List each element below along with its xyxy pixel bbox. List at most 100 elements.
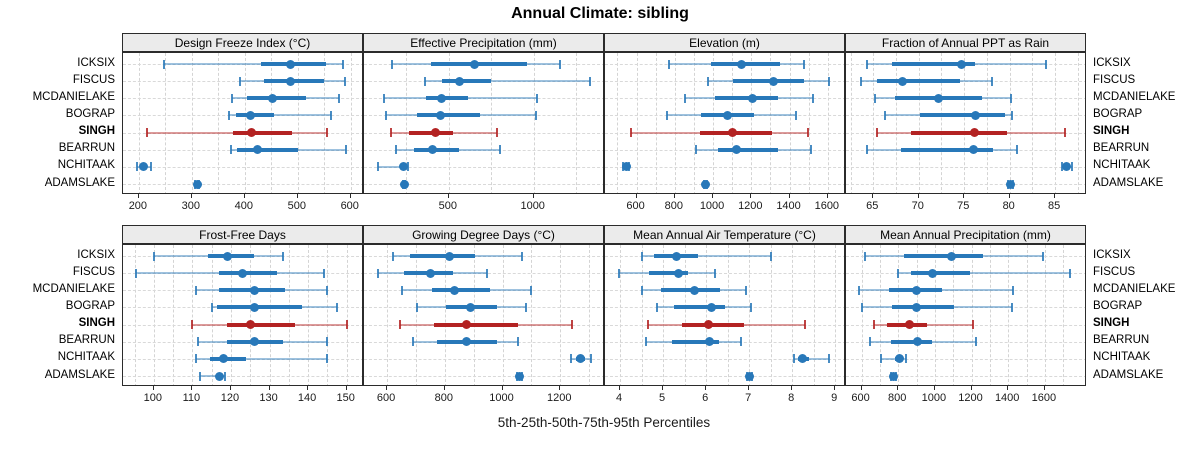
- median-dot-bograp: [970, 110, 980, 120]
- site-label-right-fiscus-row1: FISCUS: [1093, 265, 1136, 278]
- median-dot-bograp: [466, 302, 475, 312]
- gridline-vertical: [138, 53, 140, 193]
- median-dot-bearrun: [428, 145, 438, 155]
- median-dot-mcdanielake: [437, 93, 447, 103]
- whisker-cap: [376, 162, 379, 172]
- gridline-horizontal: [364, 98, 603, 100]
- gridline-horizontal: [846, 290, 1085, 292]
- gridline-vertical: [191, 53, 193, 193]
- median-dot-icksix: [736, 59, 746, 69]
- median-dot-singh: [245, 320, 255, 330]
- axis-tick-label: 100: [143, 392, 163, 404]
- site-label-left-mcdanielake-row1: MCDANIELAKE: [32, 282, 115, 295]
- axis-tick-label: 120: [220, 392, 240, 404]
- site-label-left-bearrun-row0: BEARRUN: [58, 142, 115, 155]
- axis-tick-label: 500: [287, 200, 306, 212]
- panel-strip-mean-annual-precipitation-mm-: Mean Annual Precipitation (mm): [845, 225, 1086, 244]
- gridline-horizontal: [123, 64, 362, 65]
- axis-tick: [673, 194, 675, 198]
- iqr-box-icksix: [409, 254, 475, 258]
- whisker-cap: [224, 371, 227, 381]
- whisker-cap: [329, 110, 332, 120]
- site-label-left-fiscus-row0: FISCUS: [72, 73, 115, 86]
- site-label-left-adamslake-row1: ADAMSLAKE: [44, 368, 115, 381]
- axis-tick: [447, 194, 449, 198]
- iqr-box-singh: [408, 130, 454, 135]
- whisker-cap: [496, 128, 499, 138]
- iqr-box-mcdanielake: [714, 96, 778, 101]
- axis-tick-label: 1200: [958, 392, 983, 404]
- axis-tick: [296, 194, 298, 198]
- axis-tick: [619, 386, 621, 390]
- site-label-right-adamslake-row0: ADAMSLAKE: [1093, 176, 1164, 189]
- gridline-vertical: [192, 245, 194, 385]
- panel-title: Mean Annual Precipitation (mm): [880, 227, 1051, 242]
- iqr-box-mcdanielake: [425, 96, 469, 101]
- median-dot-mcdanielake: [249, 285, 259, 295]
- median-dot-mcdanielake: [934, 93, 944, 103]
- site-label-left-singh-row0: SINGH: [78, 125, 115, 138]
- gridline-vertical: [1008, 245, 1010, 385]
- site-label-left-icksix-row0: ICKSIX: [77, 56, 115, 69]
- axis-tick-label: 1200: [738, 200, 763, 212]
- gridline-horizontal: [364, 132, 603, 134]
- figure-title: Annual Climate: sibling: [511, 5, 689, 22]
- panel-title: Design Freeze Index (°C): [174, 35, 311, 50]
- percentile-range-fiscus: [898, 272, 1070, 275]
- site-label-right-adamslake-row1: ADAMSLAKE: [1093, 368, 1164, 381]
- axis-tick-label: 300: [181, 200, 201, 212]
- gridline-vertical: [1044, 245, 1046, 385]
- whisker-cap: [520, 251, 523, 261]
- axis-tick-label: 1000: [489, 392, 514, 404]
- whisker-cap: [618, 268, 621, 278]
- whisker-cap: [1068, 268, 1071, 278]
- panel-strip-design-freeze-index-c-: Design Freeze Index (°C): [122, 33, 363, 52]
- axis-tick-label: 6: [702, 392, 709, 404]
- median-dot-adamslake: [214, 371, 224, 381]
- gridline-vertical: [873, 53, 875, 193]
- gridline-vertical: [350, 53, 352, 193]
- iqr-box-bearrun: [672, 339, 720, 344]
- whisker-cap: [199, 371, 202, 381]
- gridline-vertical: [918, 53, 920, 193]
- iqr-box-fiscus: [910, 271, 970, 276]
- site-label-right-icksix-row1: ICKSIX: [1093, 248, 1131, 261]
- median-dot-bograp: [245, 110, 255, 120]
- iqr-box-nchitaak: [209, 356, 247, 361]
- percentile-range-bograp: [228, 114, 331, 117]
- gridline-vertical: [641, 245, 643, 385]
- median-dot-nchitaak: [621, 162, 631, 172]
- whisker-cap: [647, 320, 650, 330]
- axis-tick: [190, 194, 192, 198]
- axis-tick: [963, 194, 965, 198]
- gridline-horizontal: [364, 273, 603, 275]
- median-dot-nchitaak: [798, 354, 808, 364]
- percentile-range-fiscus: [425, 80, 591, 83]
- axis-tick: [386, 386, 388, 390]
- axis-tick-label: 130: [259, 392, 278, 404]
- iqr-box-bearrun: [900, 147, 994, 152]
- median-dot-singh: [969, 128, 979, 138]
- whisker-cap: [517, 337, 520, 347]
- panel-title: Fraction of Annual PPT as Rain: [881, 35, 1050, 50]
- percentile-range-nchitaak: [794, 357, 829, 360]
- gridline-horizontal: [846, 324, 1085, 326]
- gridline-horizontal: [605, 273, 844, 275]
- gridline-horizontal: [364, 376, 603, 378]
- whisker-cap: [904, 354, 907, 364]
- whisker-cap: [383, 93, 386, 103]
- whisker-cap: [884, 110, 887, 120]
- iqr-box-bograp: [673, 305, 726, 310]
- gridline-vertical: [297, 53, 299, 193]
- gridline-horizontal: [123, 184, 362, 186]
- whisker-cap: [683, 93, 686, 103]
- whisker-cap: [326, 285, 329, 295]
- axis-tick-label: 9: [831, 392, 838, 404]
- gridline-vertical: [620, 245, 622, 385]
- gridline-vertical: [971, 245, 973, 385]
- gridline-horizontal: [846, 341, 1085, 343]
- x-axis-caption: 5th-25th-50th-75th-95th Percentiles: [497, 415, 711, 430]
- axis-tick: [791, 386, 793, 390]
- whisker-cap: [975, 337, 978, 347]
- axis-tick: [1007, 386, 1009, 390]
